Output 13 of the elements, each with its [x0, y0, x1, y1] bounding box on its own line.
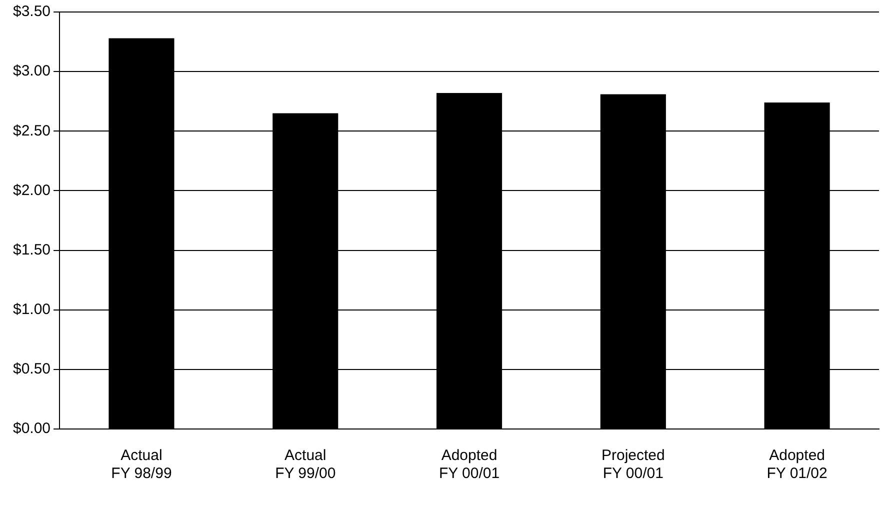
y-tick-label: $0.50: [12, 360, 51, 378]
y-tick-label: $3.00: [12, 62, 51, 80]
y-tick-label: $2.00: [12, 182, 51, 199]
x-tick-label: Actual FY 99/00: [275, 447, 336, 482]
x-tick-label: Adopted FY 00/01: [438, 447, 500, 482]
y-tick-label: $3.50: [12, 3, 51, 20]
x-tick-label: Projected FY 00/01: [601, 447, 665, 482]
y-tick-label: $1.00: [12, 301, 51, 318]
x-tick-label: Actual FY 98/99: [111, 447, 172, 482]
y-tick-label: $2.50: [12, 122, 51, 140]
y-tick-label: $1.50: [12, 241, 51, 258]
y-tick-label: $0.00: [12, 420, 51, 438]
x-tick-label: Adopted FY 01/02: [766, 447, 828, 482]
